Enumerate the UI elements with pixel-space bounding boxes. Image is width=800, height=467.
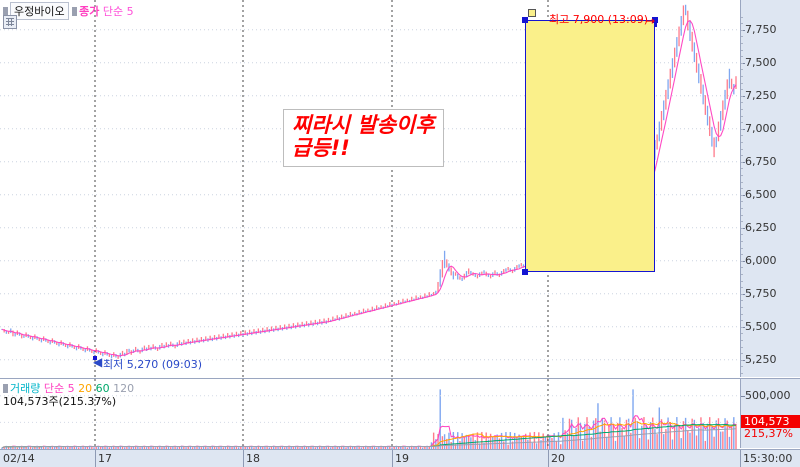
price-axis-label: 6,500 [745, 187, 777, 201]
time-label: 15:30:00 [743, 452, 793, 465]
volume-axis[interactable]: 500,000250,000 104,573 215,37% [740, 378, 800, 448]
volume-chart-canvas[interactable] [0, 379, 740, 449]
price-axis-label: 5,500 [745, 319, 777, 333]
date-axis-label: 20 [551, 452, 565, 465]
volume-ma-5[interactable]: 5 [67, 382, 75, 395]
grid-icon[interactable] [3, 15, 17, 29]
price-axis[interactable]: LC:39,47 HC:-6,96 7,7507,5007,2507,0006,… [740, 0, 800, 377]
legend-marker-icon [3, 7, 8, 16]
price-axis-label: 7,250 [745, 88, 777, 102]
volume-current-tag: 104,573 [741, 415, 800, 428]
selection-handle-top-right[interactable] [652, 17, 658, 23]
low-price-arrow-icon: ◀ [93, 355, 103, 369]
volume-ma-20[interactable]: 20 [78, 382, 93, 395]
date-axis-label: 19 [395, 452, 409, 465]
volume-title: 거래량 [10, 382, 41, 395]
volume-axis-label: 500,000 [745, 388, 791, 402]
price-axis-label: 6,750 [745, 154, 777, 168]
callout-line-1: 찌라시 발송이후 [292, 113, 435, 137]
selection-handle-inner[interactable] [528, 9, 536, 17]
volume-current-value: 104,573주(215.37%) [3, 395, 117, 408]
high-price-arrow-icon: → [645, 14, 656, 28]
price-legend[interactable]: 우정바이오 종가 단순 5 [3, 2, 134, 20]
price-axis-label: 5,250 [745, 352, 777, 366]
low-price-annotation: 최저 5,270 (09:03) [103, 358, 203, 371]
selection-handle-top-left[interactable] [522, 17, 528, 23]
date-axis[interactable]: 02/14 17 18 19 20 15:30:00 [0, 449, 800, 467]
volume-current-pct: 215,37% [744, 427, 793, 440]
volume-chart-panel[interactable] [0, 378, 740, 449]
volume-ma-60[interactable]: 60 [95, 382, 110, 395]
price-axis-label: 7,000 [745, 121, 777, 135]
series-label: 종가 [79, 5, 100, 18]
callout-line-2: 급등!! [292, 136, 350, 160]
date-axis-label: 17 [98, 452, 112, 465]
volume-ma-120[interactable]: 120 [113, 382, 135, 395]
annotation-callout-box: 찌라시 발송이후 급등!! [283, 109, 444, 167]
ma-period-5[interactable]: 5 [126, 5, 134, 18]
price-axis-label: 6,000 [745, 253, 777, 267]
selection-handle-bottom-left[interactable] [522, 269, 528, 275]
symbol-name[interactable]: 우정바이오 [10, 2, 69, 20]
volume-legend[interactable]: 거래량 단순 5 20 60 120 [3, 380, 134, 396]
high-price-annotation: 최고 7,900 (13:09) [549, 13, 649, 26]
price-chart-panel[interactable]: 찌라시 발송이후 급등!! 최고 7,900 (13:09) → ◀ 최저 5,… [0, 0, 740, 377]
price-axis-label: 7,500 [745, 55, 777, 69]
ma-type-label: 단순 [102, 5, 124, 18]
volume-ma-type: 단순 [43, 382, 65, 395]
legend-marker-icon-2 [72, 7, 78, 16]
price-axis-label: 6,250 [745, 220, 777, 234]
volume-legend-marker-icon [3, 384, 8, 393]
price-axis-label: 5,750 [745, 286, 777, 300]
date-axis-label: 18 [246, 452, 260, 465]
date-axis-label: 02/14 [3, 452, 35, 465]
price-axis-label: 7,750 [745, 22, 777, 36]
selection-rectangle[interactable] [522, 9, 658, 275]
